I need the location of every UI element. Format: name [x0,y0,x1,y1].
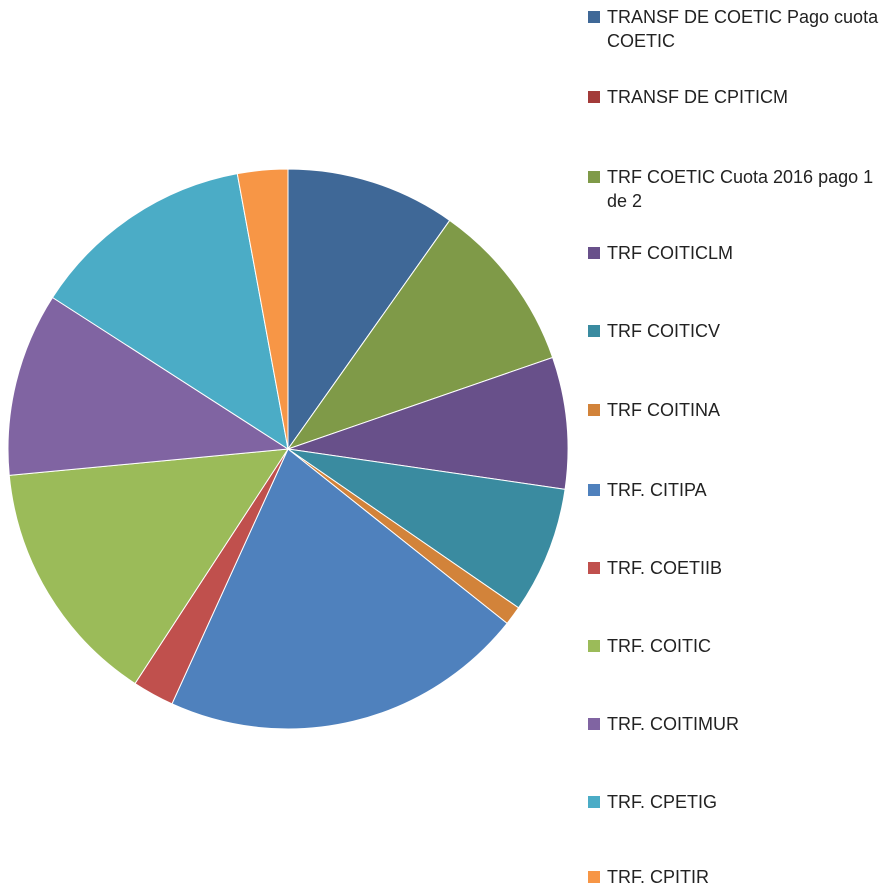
legend-item: TRF. CPETIG [588,790,888,814]
pie-slice [7,296,290,476]
legend-swatch [588,562,600,574]
legend-label: TRANSF DE COETIC Pago cuota COETIC [607,7,879,51]
legend-item: TRANSF DE COETIC Pago cuota COETIC [588,5,888,53]
legend-item: TRF. CPITIR [588,865,888,889]
legend-label: TRF COITICLM [607,243,733,263]
legend-item: TRF COETIC Cuota 2016 pago 1 de 2 [588,165,888,213]
legend-item: TRF. CITIPA [588,478,888,502]
legend-swatch [588,171,600,183]
legend-swatch [588,718,600,730]
pie-slice [287,448,566,609]
pie-slice [287,356,569,490]
legend-swatch [588,11,600,23]
pie-chart [7,168,569,730]
legend-label: TRF. COITIC [607,636,711,656]
legend-item: TRF. COITIMUR [588,712,888,736]
legend-item: TRF COITICLM [588,241,888,265]
pie-slice [286,219,554,450]
pie-slice [51,173,289,451]
legend-label: TRF COITICV [607,321,720,341]
legend-item: TRANSF DE CPITICM [588,85,888,109]
pie-slice [287,168,451,451]
legend-label: TRF COETIC Cuota 2016 pago 1 de 2 [607,167,874,211]
pie-slice [171,448,508,730]
legend-item: TRF COITICV [588,319,888,343]
legend-swatch [588,871,600,883]
legend-swatch [588,404,600,416]
legend-item: TRF. COETIIB [588,556,888,580]
pie-slice [8,448,289,685]
legend-label: TRF. CITIPA [607,480,707,500]
legend-item: TRF. COITIC [588,634,888,658]
legend-label: TRF COITINA [607,400,720,420]
legend-label: TRF. COETIIB [607,558,723,578]
legend-label: TRF. COITIMUR [607,714,739,734]
legend-swatch [588,247,600,259]
legend-label: TRF. CPITIR [607,867,709,887]
legend-label: TRF. CPETIG [607,792,718,812]
legend-swatch [588,325,600,337]
pie-slice [236,168,289,450]
legend-swatch [588,640,600,652]
legend-item: TRF COITINA [588,398,888,422]
legend-swatch [588,91,600,103]
legend-label: TRANSF DE CPITICM [607,87,789,107]
legend-swatch [588,796,600,808]
legend-swatch [588,484,600,496]
